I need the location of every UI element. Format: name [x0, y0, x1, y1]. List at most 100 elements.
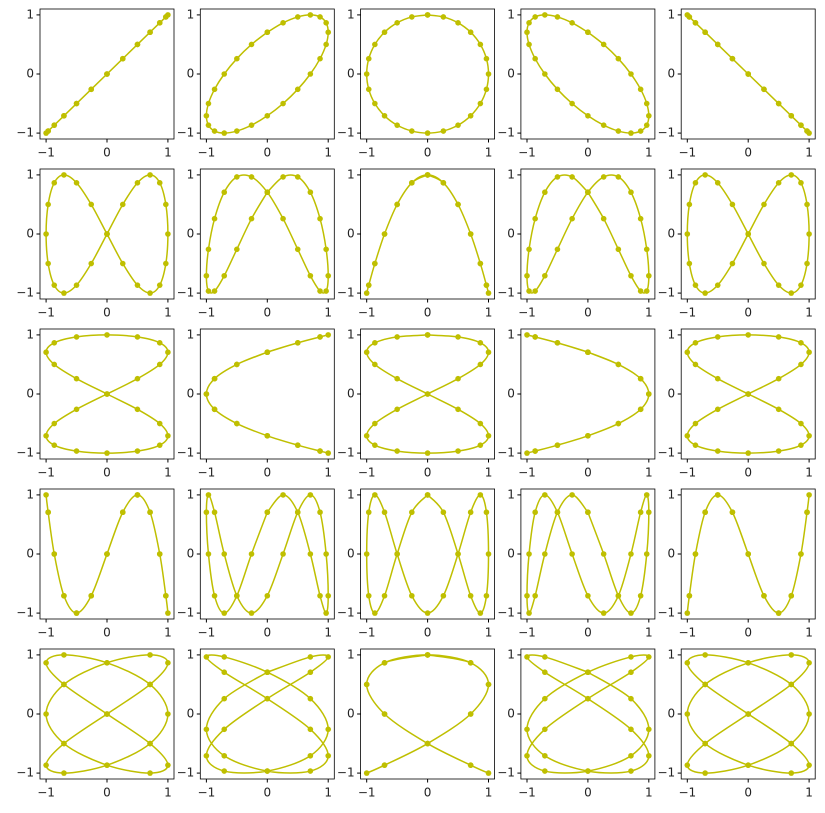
- point: [165, 711, 171, 717]
- point: [585, 768, 591, 774]
- point: [483, 509, 490, 516]
- point: [424, 740, 431, 747]
- y-tick-label: 0: [187, 67, 195, 81]
- point: [686, 14, 693, 20]
- point: [646, 112, 652, 119]
- point: [424, 12, 431, 18]
- point: [43, 432, 49, 439]
- point: [211, 288, 218, 294]
- x-tick-label: −1: [518, 306, 536, 320]
- point: [714, 41, 721, 48]
- point: [147, 290, 153, 296]
- point: [455, 551, 461, 557]
- point: [554, 86, 561, 93]
- x-tick-label: 1: [805, 786, 813, 800]
- point: [569, 492, 575, 498]
- point: [526, 246, 532, 253]
- point: [294, 174, 301, 180]
- point: [646, 752, 652, 759]
- x-tick-label: −1: [358, 306, 376, 320]
- x-tick-label: −1: [678, 626, 696, 640]
- point: [615, 361, 622, 368]
- x-tick-label: 1: [324, 146, 332, 160]
- axes-frame: [39, 8, 175, 140]
- point: [394, 375, 400, 382]
- point: [307, 768, 314, 774]
- point: [211, 128, 218, 134]
- point: [646, 391, 652, 397]
- point: [806, 492, 812, 498]
- y-tick-label: −1: [657, 126, 675, 140]
- x-tick-label: −1: [518, 626, 536, 640]
- y-tick-label: −1: [177, 286, 195, 300]
- point: [45, 260, 51, 267]
- y-tick-label: 0: [347, 227, 355, 241]
- point: [526, 610, 532, 616]
- point: [775, 610, 782, 616]
- axes-frame: [360, 648, 496, 780]
- point: [424, 391, 431, 397]
- point: [205, 551, 212, 557]
- point: [61, 770, 67, 776]
- axes-frame: [680, 168, 816, 300]
- point: [165, 762, 171, 768]
- point: [455, 375, 461, 382]
- y-tick-label: 0: [668, 707, 676, 721]
- point: [221, 551, 228, 557]
- point: [532, 334, 538, 340]
- x-tick-label: 0: [584, 466, 592, 480]
- y-tick-label: −1: [177, 606, 195, 620]
- x-tick-label: −1: [358, 146, 376, 160]
- point: [156, 361, 163, 368]
- point: [205, 246, 212, 253]
- point: [43, 711, 49, 717]
- x-tick-label: −1: [37, 626, 55, 640]
- point: [684, 610, 691, 616]
- point: [692, 551, 699, 557]
- point: [424, 652, 431, 658]
- point: [806, 711, 812, 717]
- point: [211, 406, 218, 413]
- point: [104, 660, 110, 666]
- point: [477, 100, 484, 107]
- point: [156, 420, 163, 427]
- point: [163, 201, 169, 208]
- point: [381, 509, 388, 516]
- y-tick-label: −1: [497, 126, 515, 140]
- point: [628, 189, 634, 196]
- point: [317, 334, 323, 340]
- point: [221, 610, 228, 616]
- point: [788, 592, 795, 599]
- axes-frame: [360, 488, 496, 620]
- point: [745, 391, 751, 397]
- point: [104, 71, 110, 77]
- point: [637, 592, 644, 599]
- point: [615, 420, 622, 427]
- point: [323, 246, 329, 253]
- point: [485, 71, 492, 77]
- point: [467, 29, 474, 36]
- point: [248, 215, 255, 222]
- y-tick-label: 1: [347, 647, 355, 661]
- point: [317, 288, 323, 294]
- x-tick-label: 0: [744, 786, 752, 800]
- x-tick-label: −1: [518, 466, 536, 480]
- point: [234, 361, 240, 368]
- x-tick-label: 0: [584, 626, 592, 640]
- point: [264, 112, 271, 119]
- point: [317, 215, 323, 222]
- point: [585, 189, 591, 196]
- y-tick-label: −1: [657, 766, 675, 780]
- point: [569, 215, 575, 222]
- point: [307, 695, 314, 702]
- point: [156, 20, 163, 26]
- point: [806, 762, 812, 768]
- point: [788, 112, 795, 119]
- point: [381, 29, 388, 36]
- point: [325, 450, 332, 456]
- point: [628, 551, 634, 557]
- point: [524, 726, 530, 733]
- point: [637, 375, 644, 382]
- point: [643, 288, 650, 294]
- point: [323, 551, 329, 557]
